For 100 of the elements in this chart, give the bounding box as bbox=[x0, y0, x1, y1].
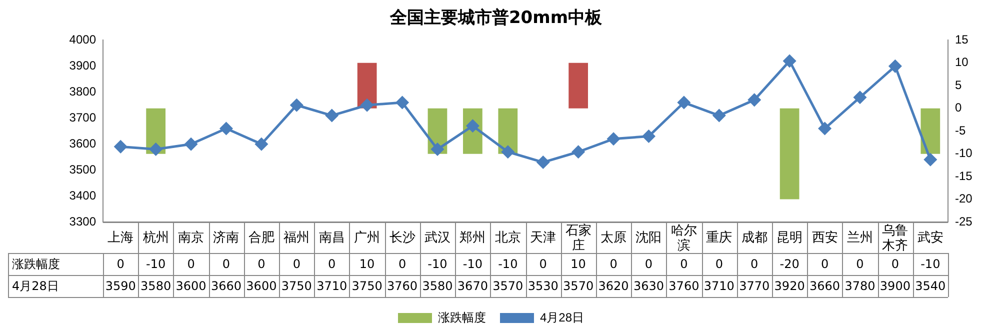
data-label: 3750 bbox=[281, 279, 312, 294]
y2-tick-label: 0 bbox=[955, 100, 962, 115]
data-label: 3760 bbox=[386, 279, 418, 294]
legend-label: 4月28日 bbox=[540, 310, 584, 324]
y-tick-label: 3800 bbox=[69, 84, 96, 98]
data-label: 3660 bbox=[210, 279, 242, 294]
x-tick-label: 武汉 bbox=[424, 230, 450, 246]
data-label: 0 bbox=[292, 257, 300, 272]
data-label: 10 bbox=[359, 257, 375, 272]
data-label: 3760 bbox=[668, 279, 700, 294]
data-label: 3780 bbox=[844, 279, 876, 294]
point bbox=[290, 98, 303, 112]
point bbox=[854, 91, 866, 104]
data-label: 0 bbox=[116, 257, 124, 272]
data-label: 3600 bbox=[246, 279, 277, 294]
data-label: 3900 bbox=[880, 279, 910, 294]
data-label: 3530 bbox=[528, 279, 558, 294]
point bbox=[888, 60, 902, 72]
y-tick-label: 3900 bbox=[69, 58, 96, 72]
y2-tick-label: -20 bbox=[955, 192, 973, 206]
data-label: 0 bbox=[258, 257, 266, 272]
point bbox=[642, 130, 655, 143]
data-label: 3590 bbox=[105, 279, 136, 294]
point bbox=[783, 54, 796, 68]
data-label: 0 bbox=[820, 257, 829, 272]
x-tick-label: 太原 bbox=[600, 230, 627, 246]
data-label: 0 bbox=[398, 257, 406, 272]
data-label: 0 bbox=[891, 257, 900, 272]
x-tick-label: 乌鲁木齐 bbox=[882, 223, 908, 254]
data-label: 3630 bbox=[633, 279, 664, 294]
chart-title: 全国主要城市普20mm中板 bbox=[388, 7, 604, 30]
data-label: -20 bbox=[780, 257, 800, 272]
x-tick-label: 兰州 bbox=[846, 230, 873, 246]
point bbox=[431, 143, 444, 156]
data-label: 0 bbox=[222, 257, 230, 272]
point bbox=[396, 96, 409, 109]
y2-tick-label: -15 bbox=[955, 168, 973, 183]
x-tick-label: 上海 bbox=[108, 230, 134, 246]
x-tick-label: 重庆 bbox=[706, 230, 732, 246]
y2-tick-label: 15 bbox=[955, 32, 969, 47]
point bbox=[572, 146, 585, 158]
y2-tick-label: -10 bbox=[955, 146, 973, 160]
data-label: 3570 bbox=[563, 279, 594, 294]
data-label: 3710 bbox=[316, 279, 348, 294]
data-label: 0 bbox=[856, 257, 864, 272]
x-tick-label: 昆明 bbox=[776, 230, 803, 246]
data-label: -10 bbox=[498, 257, 518, 272]
y-tick-label: 3700 bbox=[69, 110, 96, 124]
point bbox=[326, 109, 338, 122]
data-label: 10 bbox=[570, 257, 586, 272]
y2-tick-label: 5 bbox=[955, 78, 962, 92]
x-tick-label: 杭州 bbox=[142, 230, 169, 246]
data-label: 3580 bbox=[422, 279, 453, 294]
y2-tick-label: -25 bbox=[955, 214, 973, 228]
data-label: 0 bbox=[715, 257, 723, 272]
data-label: 3580 bbox=[140, 279, 172, 294]
y-tick-label: 4000 bbox=[69, 32, 96, 47]
data-label: 0 bbox=[680, 257, 688, 272]
x-tick-label: 沈阳 bbox=[636, 230, 662, 246]
data-label: 3920 bbox=[774, 279, 805, 294]
point bbox=[712, 109, 726, 122]
point bbox=[360, 98, 374, 112]
x-tick-label: 哈尔滨 bbox=[670, 223, 697, 254]
point bbox=[536, 156, 550, 169]
x-tick-label: 长沙 bbox=[389, 230, 416, 246]
y2-tick-label: -5 bbox=[955, 123, 966, 138]
data-label: 3670 bbox=[457, 279, 488, 294]
data-label: 0 bbox=[644, 257, 653, 272]
point bbox=[255, 138, 268, 150]
data-label: 0 bbox=[328, 257, 336, 272]
text: 4月28日 bbox=[12, 279, 59, 294]
data-label: 0 bbox=[539, 257, 547, 272]
x-tick-label: 南昌 bbox=[318, 230, 345, 246]
x-tick-label: 西安 bbox=[812, 229, 838, 246]
x-tick-label: 成都 bbox=[741, 230, 768, 246]
point bbox=[678, 96, 690, 109]
data-label: 0 bbox=[187, 257, 195, 272]
y-tick-label: 3500 bbox=[69, 162, 96, 176]
data-label: 3620 bbox=[598, 279, 629, 294]
point bbox=[114, 140, 127, 153]
legend-label: 涨跌幅度 bbox=[438, 310, 486, 324]
data-label: 3600 bbox=[176, 279, 206, 294]
x-tick-label: 济南 bbox=[213, 230, 240, 246]
x-tick-label: 武安 bbox=[917, 229, 944, 246]
data-label: 0 bbox=[750, 257, 758, 272]
data-label: 3710 bbox=[704, 279, 734, 294]
text: 涨跌幅度 bbox=[12, 257, 60, 272]
x-tick-label: 合肥 bbox=[248, 230, 274, 246]
x-tick-label: 北京 bbox=[494, 230, 521, 246]
point bbox=[220, 122, 232, 135]
data-label: -10 bbox=[146, 257, 166, 272]
data-label: 3660 bbox=[809, 279, 840, 294]
x-tick-label: 天津 bbox=[530, 230, 556, 246]
y-tick-label: 3600 bbox=[69, 136, 96, 150]
data-label: 3750 bbox=[352, 279, 382, 294]
point bbox=[924, 153, 937, 166]
point bbox=[184, 138, 198, 150]
data-label: -10 bbox=[428, 257, 448, 272]
point bbox=[150, 143, 162, 156]
data-label: 3540 bbox=[915, 279, 946, 294]
